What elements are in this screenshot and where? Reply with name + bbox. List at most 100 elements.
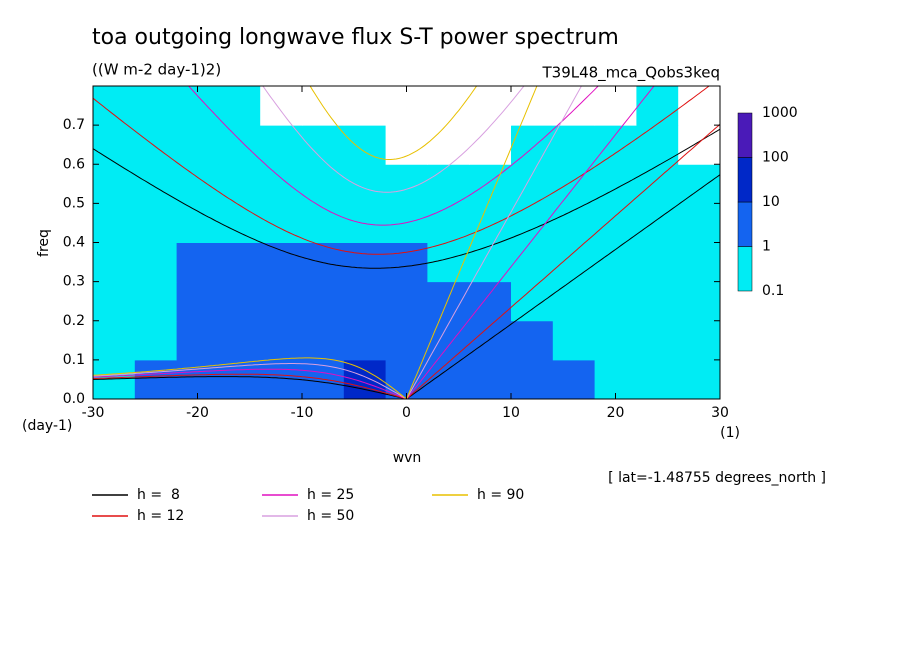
contour-cell xyxy=(134,125,178,165)
contour-cell xyxy=(93,320,136,361)
contour-cell xyxy=(134,281,178,322)
contour-cell xyxy=(552,359,596,399)
contour-cell xyxy=(260,320,303,361)
kelvin-line xyxy=(406,86,655,399)
contour-cell xyxy=(552,281,596,322)
contour-cell xyxy=(427,281,470,322)
contour-cell xyxy=(552,125,596,165)
contour-cell xyxy=(302,164,345,204)
contour-cell xyxy=(552,320,596,361)
axes: h = 8 h = 12 h = 25 h = 50 h = 90 -30 -20 -10 0 1… xyxy=(63,85,798,524)
contour-cell xyxy=(636,242,679,283)
contour-cell xyxy=(260,164,303,204)
contour-cell xyxy=(678,320,720,361)
legend-label: h = 12 xyxy=(137,508,184,524)
contour-cell xyxy=(302,320,345,361)
contour-cell xyxy=(594,164,637,204)
contour-cell xyxy=(427,164,470,204)
contour-cell xyxy=(385,86,428,126)
rossby-curve xyxy=(93,368,407,399)
contour-cell xyxy=(678,203,720,243)
contour-cell xyxy=(594,281,637,322)
rossby-curve xyxy=(93,373,407,399)
kelvin-line xyxy=(406,86,583,399)
rossby-curve xyxy=(93,357,407,399)
contour-cell xyxy=(176,86,219,126)
contour-cell xyxy=(469,125,512,165)
legend-label: h = 8 xyxy=(137,487,180,503)
y-tick-label: 0.2 xyxy=(63,313,85,329)
contour-cell xyxy=(636,164,679,204)
colorbar-label: 10 xyxy=(762,194,780,210)
ig-curve xyxy=(187,86,599,226)
contour-cell xyxy=(343,281,387,322)
y-tick-label: 0.0 xyxy=(63,391,85,407)
contour-cell xyxy=(552,242,596,283)
contour-cell xyxy=(385,242,428,283)
dispersion-curves xyxy=(93,86,720,399)
contour-cell xyxy=(594,320,637,361)
ig-curve xyxy=(93,128,720,269)
y-tick-label: 0.7 xyxy=(63,117,85,133)
contour-cell xyxy=(552,164,596,204)
contour-cell xyxy=(469,320,512,361)
x-unit: (1) xyxy=(720,425,740,441)
contour-cell xyxy=(134,242,178,283)
contour-cell xyxy=(343,86,387,126)
contour-cell xyxy=(427,203,470,243)
colorbar-label: 1000 xyxy=(762,105,798,121)
contour-cell xyxy=(636,86,679,126)
contour-cell xyxy=(511,359,554,399)
legend-label: h = 90 xyxy=(477,487,524,503)
contour-cell xyxy=(93,242,136,283)
note: [ lat=-1.48755 degrees_north ] xyxy=(608,470,826,486)
contour-cell xyxy=(343,320,387,361)
contour-cell xyxy=(343,164,387,204)
colorbar-box xyxy=(737,157,753,203)
contour-cell xyxy=(176,320,219,361)
contour-cell xyxy=(636,281,679,322)
x-tick-label: 10 xyxy=(502,405,520,421)
contour-cell xyxy=(176,242,219,283)
run-label: T39L48_mca_Qobs3keq xyxy=(541,64,720,83)
contour-cell xyxy=(678,86,720,126)
contour-cell xyxy=(176,281,219,322)
contour-cell xyxy=(302,281,345,322)
contour-cell xyxy=(636,359,679,399)
contour-cell xyxy=(93,281,136,322)
contour-cell xyxy=(678,125,720,165)
contour-cell xyxy=(93,125,136,165)
chart-subtitle: ((W m-2 day-1)2) xyxy=(92,61,221,79)
contour-field xyxy=(93,86,720,399)
y-unit: (day-1) xyxy=(22,418,72,434)
ig-curve xyxy=(262,86,525,193)
contour-cell xyxy=(218,320,261,361)
rossby-curve xyxy=(93,363,407,399)
colorbar-label: 1 xyxy=(762,239,771,255)
x-tick-label: 30 xyxy=(711,405,729,421)
contour-cell xyxy=(385,359,428,399)
contour-cell xyxy=(176,203,219,243)
contour-cell xyxy=(134,86,178,126)
contour-cell xyxy=(678,242,720,283)
contour-cell xyxy=(427,242,470,283)
contour-cell xyxy=(134,320,178,361)
contour-cell xyxy=(511,86,554,126)
x-tick-label: -20 xyxy=(186,405,209,421)
contour-cell xyxy=(260,242,303,283)
ig-curve xyxy=(93,86,710,255)
contour-cell xyxy=(385,203,428,243)
contour-cell xyxy=(594,242,637,283)
contour-cell xyxy=(93,164,136,204)
contour-cell xyxy=(343,359,387,399)
rossby-curve xyxy=(93,376,407,399)
legend-label: h = 50 xyxy=(307,508,354,524)
colorbar-box xyxy=(737,246,753,292)
contour-cell xyxy=(678,164,720,204)
contour-cell xyxy=(176,125,219,165)
contour-cell xyxy=(552,86,596,126)
colorbar-label: 0.1 xyxy=(762,283,784,299)
contour-cell xyxy=(260,203,303,243)
kelvin-line xyxy=(406,86,538,399)
